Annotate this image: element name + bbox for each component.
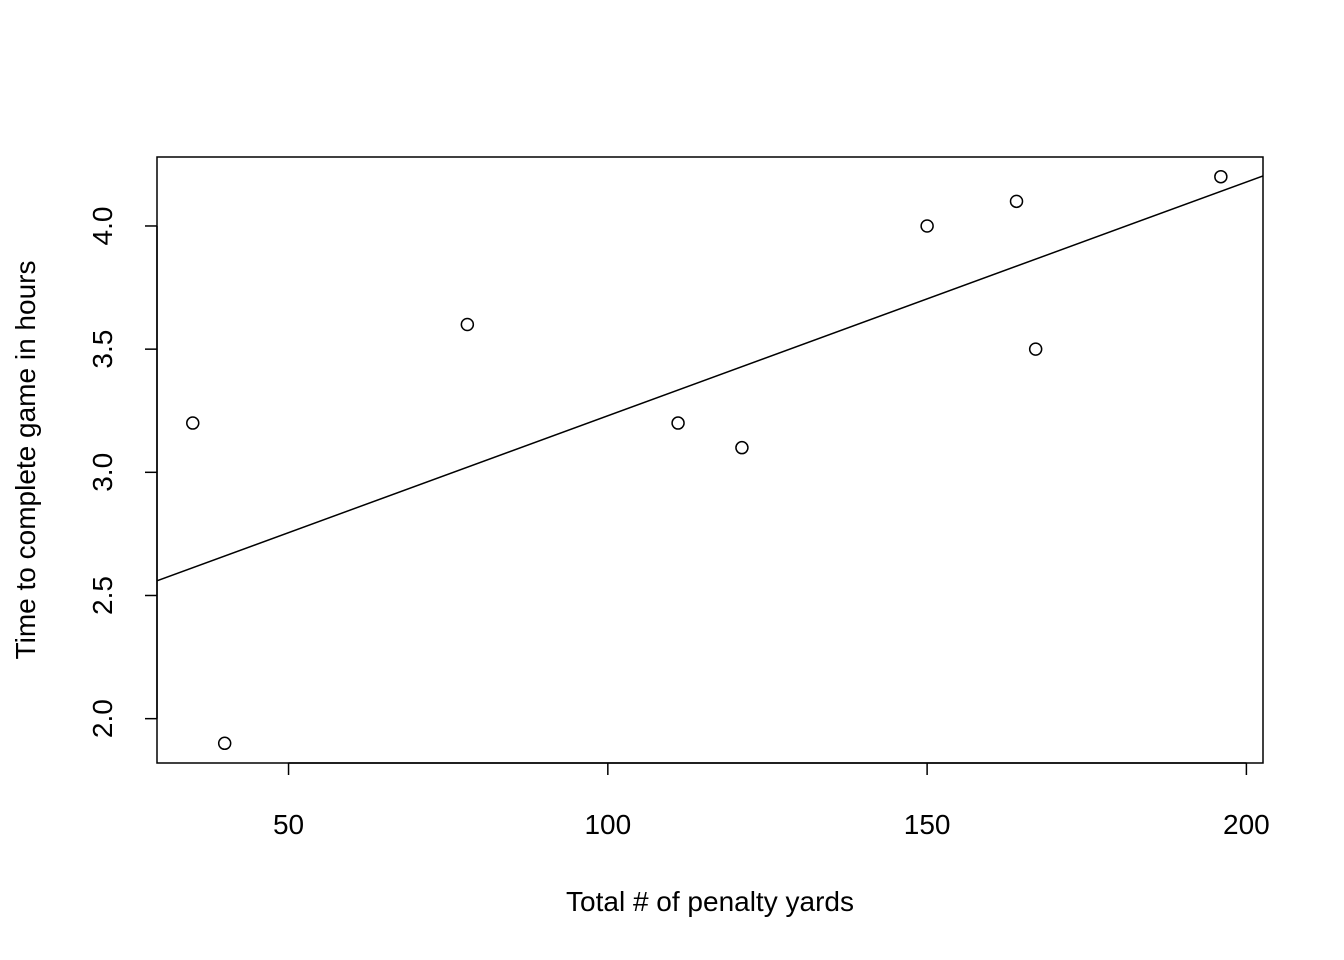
- data-point: [460, 317, 475, 332]
- data-point: [1214, 169, 1228, 184]
- data-point: [217, 736, 232, 751]
- x-axis: 50 100 150 200: [273, 762, 1270, 840]
- data-point: [1028, 342, 1043, 356]
- points-layer: [186, 169, 1228, 751]
- data-point: [186, 416, 200, 430]
- regression-line: [157, 175, 1263, 582]
- y-tick-label: 2.0: [87, 699, 118, 738]
- x-tick-label: 100: [584, 809, 631, 840]
- data-point: [735, 440, 749, 455]
- y-tick-label: 3.5: [87, 330, 118, 369]
- y-tick-label: 2.5: [87, 576, 118, 615]
- regression-line-layer: [157, 175, 1263, 582]
- plot-frame: [156, 156, 1264, 764]
- y-tick-label: 3.0: [87, 453, 118, 492]
- y-axis-title: Time to complete game in hours: [10, 261, 41, 660]
- x-tick-label: 200: [1223, 809, 1270, 840]
- data-point: [671, 416, 685, 430]
- y-tick-label: 4.0: [87, 207, 118, 246]
- y-axis: 2.0 2.5 3.0 3.5 4.0: [87, 207, 158, 738]
- x-axis-title: Total # of penalty yards: [566, 886, 854, 917]
- data-point: [1009, 194, 1024, 209]
- data-point: [920, 219, 934, 233]
- x-tick-label: 50: [273, 809, 304, 840]
- x-tick-label: 150: [904, 809, 951, 840]
